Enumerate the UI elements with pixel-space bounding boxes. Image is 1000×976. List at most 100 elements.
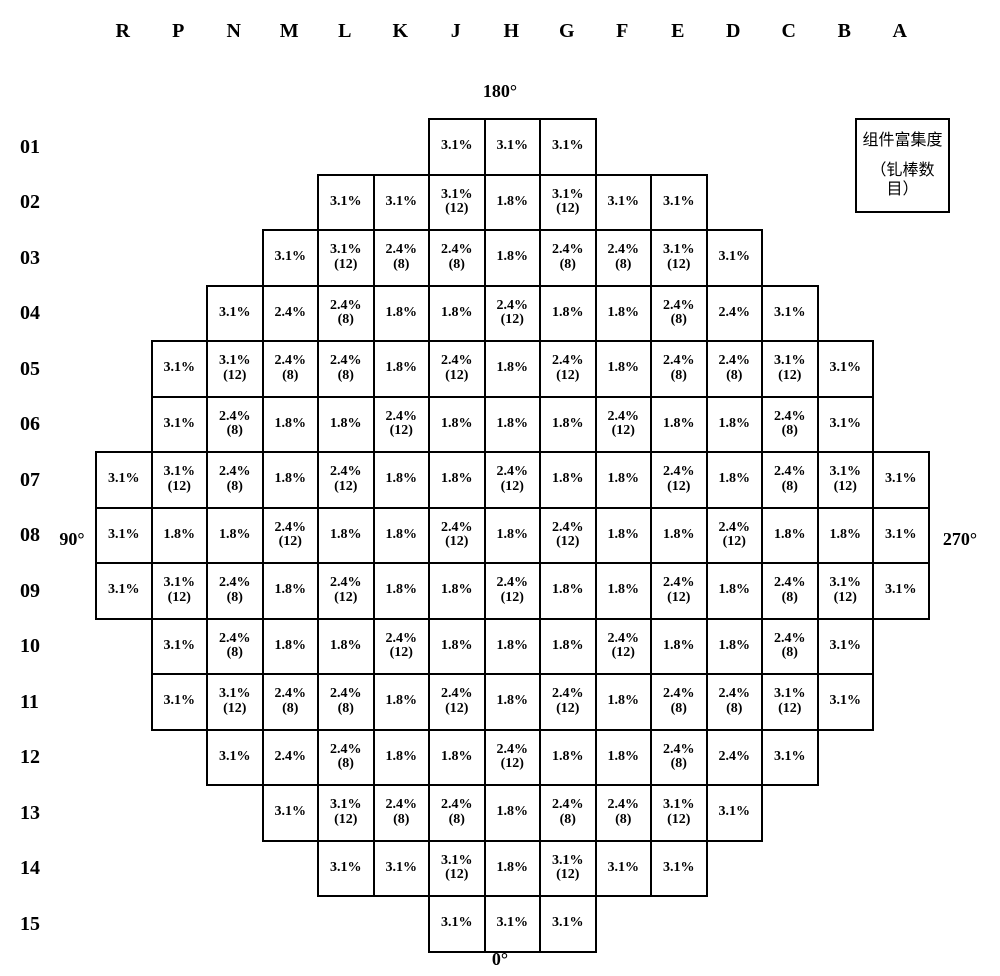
cell-enrichment: 2.4% — [552, 243, 584, 258]
cell-enrichment: 1.8% — [330, 528, 362, 543]
cell-enrichment: 3.1% — [386, 195, 418, 210]
cell-gd-rods: (12) — [501, 480, 524, 495]
cell-gd-rods: (12) — [445, 535, 468, 550]
cell-enrichment: 3.1% — [275, 250, 307, 265]
core-cell: 3.1%(12) — [206, 340, 264, 398]
core-cell: 1.8% — [484, 840, 542, 898]
cell-gd-rods: (12) — [445, 868, 468, 883]
cell-enrichment: 3.1% — [552, 188, 584, 203]
cell-enrichment: 3.1% — [774, 687, 806, 702]
cell-enrichment: 3.1% — [774, 306, 806, 321]
row-label: 14 — [20, 857, 40, 880]
cell-enrichment: 2.4% — [330, 743, 362, 758]
cell-enrichment: 3.1% — [830, 576, 862, 591]
core-cell: 2.4%(8) — [373, 229, 431, 287]
core-cell: 3.1% — [761, 729, 819, 787]
cell-gd-rods: (12) — [667, 480, 690, 495]
core-cell: 1.8% — [373, 562, 431, 620]
cell-gd-rods: (12) — [334, 813, 357, 828]
row-label: 04 — [20, 302, 40, 325]
cell-enrichment: 3.1% — [164, 576, 196, 591]
core-cell: 3.1%(12) — [761, 673, 819, 731]
cell-gd-rods: (12) — [445, 369, 468, 384]
cell-gd-rods: (12) — [390, 424, 413, 439]
cell-gd-rods: (8) — [227, 646, 243, 661]
cell-gd-rods: (12) — [501, 591, 524, 606]
cell-enrichment: 3.1% — [663, 195, 695, 210]
cell-enrichment: 1.8% — [386, 472, 418, 487]
core-cell: 2.4%(12) — [317, 562, 375, 620]
core-cell: 3.1% — [872, 507, 930, 565]
cell-enrichment: 2.4% — [275, 306, 307, 321]
cell-enrichment: 2.4% — [719, 521, 751, 536]
core-cell: 3.1% — [650, 174, 708, 232]
cell-enrichment: 1.8% — [608, 528, 640, 543]
cell-enrichment: 3.1% — [330, 243, 362, 258]
core-cell: 2.4% — [706, 285, 764, 343]
cell-gd-rods: (12) — [279, 535, 302, 550]
angle-label-top: 180° — [470, 81, 530, 102]
core-cell: 1.8% — [262, 562, 320, 620]
legend-line-1: 组件富集度 — [862, 131, 942, 150]
cell-enrichment: 3.1% — [330, 195, 362, 210]
core-cell: 3.1%(12) — [206, 673, 264, 731]
row-label: 05 — [20, 358, 40, 381]
cell-enrichment: 1.8% — [497, 805, 529, 820]
core-cell: 3.1% — [151, 673, 209, 731]
cell-gd-rods: (12) — [667, 813, 690, 828]
cell-enrichment: 2.4% — [330, 687, 362, 702]
cell-enrichment: 1.8% — [663, 417, 695, 432]
cell-gd-rods: (8) — [782, 646, 798, 661]
cell-gd-rods: (12) — [556, 369, 579, 384]
row-label: 15 — [20, 913, 40, 936]
core-cell: 3.1% — [262, 229, 320, 287]
core-cell: 3.1% — [151, 618, 209, 676]
core-cell: 3.1%(12) — [817, 562, 875, 620]
cell-enrichment: 3.1% — [885, 472, 917, 487]
cell-enrichment: 1.8% — [275, 639, 307, 654]
cell-enrichment: 2.4% — [719, 354, 751, 369]
cell-gd-rods: (8) — [449, 813, 465, 828]
core-cell: 2.4%(12) — [595, 396, 653, 454]
core-cell: 1.8% — [595, 673, 653, 731]
core-cell: 1.8% — [706, 562, 764, 620]
core-cell: 1.8% — [317, 396, 375, 454]
cell-gd-rods: (12) — [723, 535, 746, 550]
cell-enrichment: 3.1% — [164, 639, 196, 654]
core-cell: 1.8% — [373, 340, 431, 398]
core-cell: 2.4%(8) — [317, 285, 375, 343]
core-cell: 2.4%(12) — [650, 451, 708, 509]
cell-enrichment: 3.1% — [830, 639, 862, 654]
core-cell: 3.1%(12) — [317, 229, 375, 287]
core-cell: 1.8% — [539, 285, 597, 343]
core-cell: 2.4%(8) — [706, 673, 764, 731]
cell-gd-rods: (12) — [445, 702, 468, 717]
core-cell: 3.1% — [817, 340, 875, 398]
cell-enrichment: 3.1% — [497, 916, 529, 931]
core-cell: 2.4%(12) — [539, 340, 597, 398]
core-cell: 1.8% — [428, 451, 486, 509]
cell-gd-rods: (12) — [556, 868, 579, 883]
cell-enrichment: 3.1% — [552, 854, 584, 869]
core-cell: 3.1% — [539, 895, 597, 953]
cell-enrichment: 3.1% — [164, 417, 196, 432]
cell-gd-rods: (8) — [782, 424, 798, 439]
cell-gd-rods: (8) — [615, 258, 631, 273]
core-cell: 3.1%(12) — [650, 784, 708, 842]
cell-gd-rods: (12) — [223, 369, 246, 384]
core-map-diagram: RPNMLKJHGFEDCBA0102030405060708091011121… — [0, 0, 1000, 976]
cell-enrichment: 2.4% — [386, 798, 418, 813]
core-cell: 2.4%(12) — [373, 618, 431, 676]
row-label: 02 — [20, 191, 40, 214]
cell-enrichment: 3.1% — [552, 916, 584, 931]
cell-gd-rods: (12) — [501, 757, 524, 772]
core-cell: 3.1% — [706, 229, 764, 287]
cell-enrichment: 3.1% — [441, 139, 473, 154]
cell-gd-rods: (12) — [556, 702, 579, 717]
core-cell: 2.4%(12) — [428, 673, 486, 731]
core-cell: 2.4%(8) — [317, 340, 375, 398]
core-cell: 1.8% — [595, 507, 653, 565]
cell-enrichment: 2.4% — [386, 632, 418, 647]
core-cell: 2.4%(8) — [206, 451, 264, 509]
cell-enrichment: 2.4% — [608, 410, 640, 425]
